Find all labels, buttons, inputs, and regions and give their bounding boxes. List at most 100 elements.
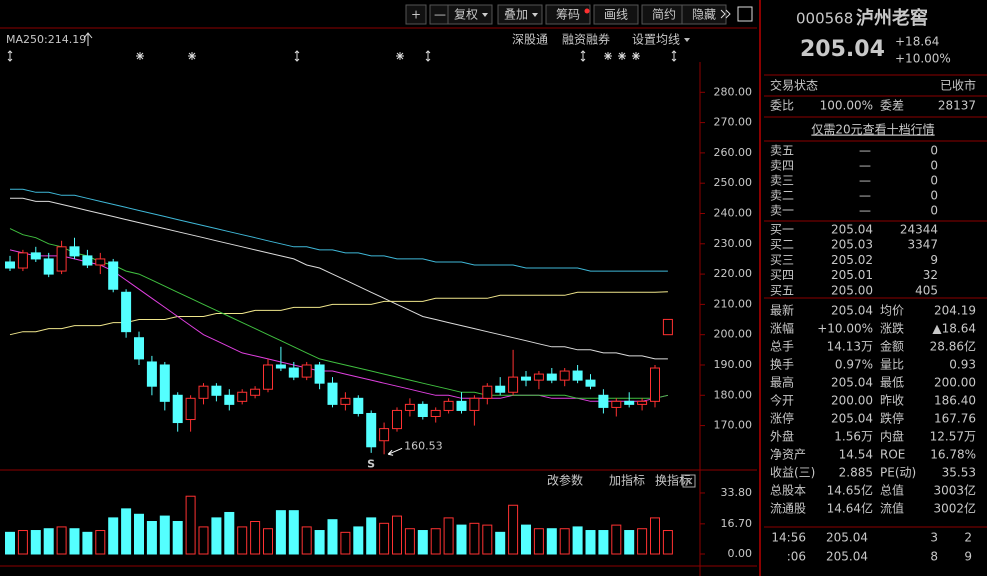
stat-value: 14.54 — [839, 448, 873, 462]
stat-label: 均价 — [880, 304, 904, 318]
status-label: 交易状态 — [770, 78, 818, 93]
toolbar-button[interactable] — [405, 4, 427, 25]
toolbar-button[interactable] — [681, 4, 727, 25]
candle-body — [5, 261, 15, 269]
candle-body — [275, 364, 286, 369]
fullscreen-icon[interactable] — [737, 6, 753, 22]
toolbar-button[interactable] — [545, 4, 591, 25]
chart-link[interactable]: 深股通 — [512, 33, 548, 47]
candle-body — [17, 252, 28, 269]
candle-body — [611, 400, 622, 408]
stat-value: 2.885 — [839, 466, 873, 480]
candle-body — [121, 291, 132, 333]
candle-body — [559, 370, 570, 381]
y-tick-label: 190.00 — [714, 358, 753, 371]
badge — [584, 8, 590, 14]
dropdown-arrow — [482, 13, 488, 17]
sell-volume: 0 — [930, 189, 938, 203]
y-tick-label: 230.00 — [714, 237, 753, 250]
stat-value: 3002亿 — [933, 501, 976, 516]
candle-body — [482, 385, 493, 399]
stat-value: ▲18.64 — [932, 322, 976, 336]
buy-volume: 3347 — [907, 238, 938, 252]
price-pct: +10.00% — [895, 52, 951, 66]
wb-label: 委比 — [770, 99, 794, 113]
sell-label: 卖四 — [770, 159, 794, 173]
buy-price: 205.01 — [831, 268, 873, 282]
chart-link[interactable]: 融资融券 — [562, 32, 610, 47]
candle-body — [69, 246, 80, 257]
sell-price: — — [859, 204, 871, 218]
stat-value: 186.40 — [934, 394, 976, 408]
volume-link[interactable]: 换指标 — [655, 473, 691, 488]
volume-bar — [327, 519, 338, 555]
volume-link[interactable]: 改参数 — [547, 473, 583, 488]
stat-value: 1.56万 — [834, 430, 873, 444]
candle-body — [598, 394, 609, 408]
volume-bar — [508, 504, 519, 555]
toolbar-label: + — [411, 8, 421, 22]
volume-bar — [559, 528, 570, 555]
annotation-arrow — [387, 447, 403, 456]
candle-body — [662, 318, 673, 336]
buy-volume: 9 — [930, 253, 938, 267]
dropdown-arrow — [684, 38, 690, 42]
toolbar-button[interactable] — [497, 4, 543, 25]
volume-bar — [82, 531, 93, 555]
marker-icon — [396, 52, 404, 60]
volume-bar — [263, 528, 273, 555]
stat-label: 流值 — [880, 501, 904, 516]
candle-body — [56, 246, 67, 272]
volume-bar — [469, 522, 480, 555]
low-label: 160.53 — [404, 439, 443, 452]
candle-body — [546, 373, 557, 381]
volume-bar — [533, 528, 544, 555]
candle-body — [637, 400, 648, 405]
toolbar-label: — — [434, 8, 446, 22]
buy-label: 买一 — [770, 223, 794, 237]
stat-label: 总值 — [880, 483, 904, 498]
candle-body — [456, 400, 467, 411]
stat-value: 14.13万 — [827, 340, 873, 354]
sell-volume: 0 — [930, 174, 938, 188]
close-icon[interactable] — [682, 474, 696, 488]
promo-link[interactable]: 仅需20元查看十档行情 — [811, 123, 934, 137]
stat-value: 14.64亿 — [827, 501, 873, 516]
sell-label: 卖三 — [770, 174, 794, 188]
expand-icon[interactable] — [720, 9, 731, 19]
volume-bar — [198, 526, 209, 555]
volume-bar — [392, 515, 402, 555]
chart-link[interactable]: 设置均线 — [632, 33, 680, 47]
candle-body — [521, 376, 531, 381]
buy-volume: 24344 — [900, 223, 938, 237]
stat-value: 16.78% — [930, 448, 976, 462]
stat-value: 35.53 — [942, 466, 976, 480]
y-tick-label: 33.80 — [721, 486, 753, 499]
candle-body — [430, 409, 441, 417]
stat-value: 12.57万 — [930, 430, 976, 444]
volume-bar — [224, 511, 235, 555]
ma-line — [9, 228, 669, 399]
candle-body — [172, 394, 183, 424]
toolbar-button[interactable] — [593, 4, 639, 25]
volume-bar — [443, 517, 454, 555]
stat-value: 205.04 — [831, 304, 873, 318]
tick-price: 205.04 — [826, 531, 868, 545]
sell-price: — — [859, 144, 871, 158]
y-tick-label: 210.00 — [714, 297, 753, 310]
toolbar-button[interactable] — [447, 4, 493, 25]
volume-bar — [495, 531, 506, 555]
volume-link[interactable]: 加指标 — [609, 473, 645, 488]
candle-body — [198, 385, 209, 399]
volume-bar — [521, 524, 531, 555]
last-price: 205.04 — [800, 37, 885, 62]
buy-price: 205.02 — [831, 253, 873, 267]
buy-volume: 405 — [915, 283, 938, 297]
candle-body — [572, 370, 583, 381]
y-tick-label: 170.00 — [714, 419, 753, 432]
marker-icon — [7, 50, 13, 62]
candle-body — [43, 258, 54, 275]
wc: 28137 — [938, 99, 976, 113]
marker-icon — [294, 50, 300, 62]
